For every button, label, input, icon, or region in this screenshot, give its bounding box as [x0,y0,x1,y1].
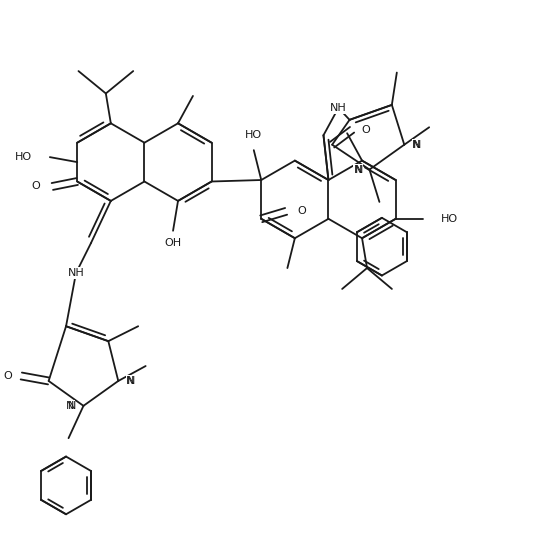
Text: NH: NH [330,103,347,113]
Text: N: N [354,165,362,175]
Text: N: N [127,376,136,386]
Text: N: N [355,165,364,175]
Text: NH: NH [68,268,84,278]
Text: N: N [66,401,75,411]
Text: OH: OH [164,238,182,248]
Text: N: N [125,376,134,386]
Text: N: N [68,401,76,411]
Text: O: O [297,206,306,217]
Text: HO: HO [441,214,458,224]
Text: N: N [412,140,420,150]
Text: NH: NH [330,103,347,113]
Text: HO: HO [15,152,33,162]
Text: O: O [361,125,370,135]
Text: N: N [413,140,422,150]
Text: O: O [31,182,40,192]
Text: O: O [4,371,12,381]
Text: HO: HO [245,130,262,140]
Text: NH: NH [68,268,84,278]
